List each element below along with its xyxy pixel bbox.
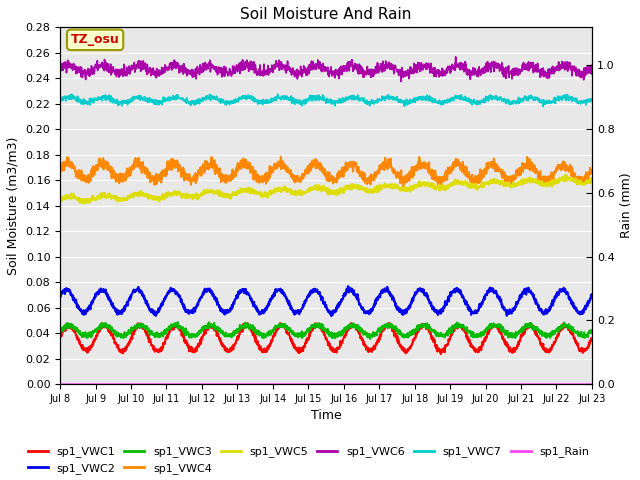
sp1_VWC1 bbox=[315, 322, 323, 327]
sp1_VWC1 bbox=[476, 347, 483, 352]
sp1_VWC7 bbox=[274, 91, 282, 97]
X-axis label: Time: Time bbox=[310, 409, 341, 422]
sp1_VWC7 bbox=[476, 98, 483, 104]
sp1_VWC4 bbox=[83, 176, 91, 181]
sp1_VWC3 bbox=[573, 329, 581, 335]
sp1_VWC5 bbox=[315, 187, 323, 192]
sp1_VWC6 bbox=[476, 67, 483, 72]
Text: TZ_osu: TZ_osu bbox=[71, 33, 120, 47]
sp1_VWC2 bbox=[476, 304, 483, 310]
sp1_VWC5 bbox=[588, 176, 596, 181]
sp1_VWC3 bbox=[573, 330, 580, 336]
sp1_VWC4 bbox=[56, 161, 64, 167]
sp1_VWC3 bbox=[315, 321, 323, 326]
sp1_VWC6 bbox=[315, 63, 323, 69]
Y-axis label: Rain (mm): Rain (mm) bbox=[620, 173, 633, 239]
sp1_VWC2 bbox=[344, 283, 352, 289]
sp1_VWC4 bbox=[277, 154, 285, 159]
sp1_VWC5 bbox=[573, 181, 581, 187]
sp1_VWC7 bbox=[573, 99, 581, 105]
sp1_VWC2 bbox=[573, 308, 581, 314]
sp1_VWC7 bbox=[573, 96, 580, 102]
sp1_VWC4 bbox=[588, 167, 596, 173]
sp1_VWC1 bbox=[573, 342, 581, 348]
sp1_VWC2 bbox=[315, 290, 323, 296]
sp1_VWC3 bbox=[366, 336, 374, 342]
sp1_VWC1 bbox=[276, 320, 284, 326]
sp1_VWC4 bbox=[437, 185, 445, 191]
sp1_VWC5 bbox=[301, 189, 308, 195]
sp1_VWC6 bbox=[56, 66, 64, 72]
sp1_VWC3 bbox=[301, 330, 308, 336]
Line: sp1_VWC6: sp1_VWC6 bbox=[60, 57, 592, 82]
sp1_VWC3 bbox=[83, 335, 91, 340]
sp1_VWC5 bbox=[476, 184, 483, 190]
sp1_VWC6 bbox=[397, 79, 404, 84]
sp1_VWC5 bbox=[56, 195, 64, 201]
sp1_VWC3 bbox=[56, 327, 64, 333]
sp1_VWC1 bbox=[588, 337, 596, 343]
sp1_VWC6 bbox=[573, 73, 581, 79]
Line: sp1_VWC3: sp1_VWC3 bbox=[60, 322, 592, 339]
Line: sp1_VWC4: sp1_VWC4 bbox=[60, 156, 592, 188]
sp1_Rain bbox=[83, 381, 91, 387]
sp1_VWC1 bbox=[573, 340, 580, 346]
sp1_VWC6 bbox=[588, 65, 596, 71]
sp1_VWC4 bbox=[573, 175, 580, 180]
sp1_VWC6 bbox=[83, 70, 91, 75]
sp1_VWC2 bbox=[588, 294, 596, 300]
sp1_VWC6 bbox=[452, 54, 460, 60]
sp1_VWC3 bbox=[588, 327, 596, 333]
sp1_VWC4 bbox=[573, 180, 581, 186]
sp1_VWC5 bbox=[84, 197, 92, 203]
Legend: sp1_VWC1, sp1_VWC2, sp1_VWC3, sp1_VWC4, sp1_VWC5, sp1_VWC6, sp1_VWC7, sp1_Rain: sp1_VWC1, sp1_VWC2, sp1_VWC3, sp1_VWC4, … bbox=[23, 442, 594, 479]
sp1_VWC4 bbox=[301, 170, 308, 176]
sp1_Rain bbox=[475, 381, 483, 387]
sp1_VWC7 bbox=[301, 97, 308, 103]
Line: sp1_VWC1: sp1_VWC1 bbox=[60, 323, 592, 354]
sp1_VWC7 bbox=[315, 95, 323, 101]
sp1_VWC6 bbox=[573, 67, 580, 72]
sp1_VWC6 bbox=[301, 69, 308, 74]
sp1_VWC1 bbox=[83, 349, 91, 355]
sp1_Rain bbox=[588, 381, 596, 387]
sp1_VWC1 bbox=[56, 333, 64, 339]
sp1_VWC2 bbox=[328, 313, 335, 319]
Line: sp1_VWC5: sp1_VWC5 bbox=[60, 175, 592, 204]
Y-axis label: Soil Moisture (m3/m3): Soil Moisture (m3/m3) bbox=[7, 136, 20, 275]
sp1_VWC2 bbox=[83, 307, 91, 313]
sp1_VWC4 bbox=[476, 171, 483, 177]
sp1_Rain bbox=[573, 381, 580, 387]
sp1_VWC7 bbox=[539, 104, 547, 109]
sp1_VWC3 bbox=[174, 319, 182, 325]
sp1_VWC5 bbox=[573, 180, 580, 185]
sp1_VWC7 bbox=[83, 101, 91, 107]
Line: sp1_VWC2: sp1_VWC2 bbox=[60, 286, 592, 316]
sp1_VWC2 bbox=[573, 307, 580, 312]
sp1_Rain bbox=[301, 381, 308, 387]
Title: Soil Moisture And Rain: Soil Moisture And Rain bbox=[240, 7, 412, 22]
sp1_VWC2 bbox=[56, 295, 64, 300]
sp1_VWC7 bbox=[588, 97, 596, 103]
sp1_VWC5 bbox=[562, 172, 570, 178]
sp1_VWC1 bbox=[437, 351, 445, 357]
sp1_VWC5 bbox=[81, 201, 88, 206]
sp1_Rain bbox=[315, 381, 323, 387]
sp1_VWC1 bbox=[301, 344, 308, 350]
sp1_VWC3 bbox=[476, 333, 483, 338]
sp1_Rain bbox=[572, 381, 580, 387]
Line: sp1_VWC7: sp1_VWC7 bbox=[60, 94, 592, 107]
sp1_VWC4 bbox=[315, 165, 323, 171]
sp1_VWC7 bbox=[56, 96, 64, 102]
sp1_VWC2 bbox=[301, 298, 308, 304]
sp1_Rain bbox=[56, 381, 64, 387]
